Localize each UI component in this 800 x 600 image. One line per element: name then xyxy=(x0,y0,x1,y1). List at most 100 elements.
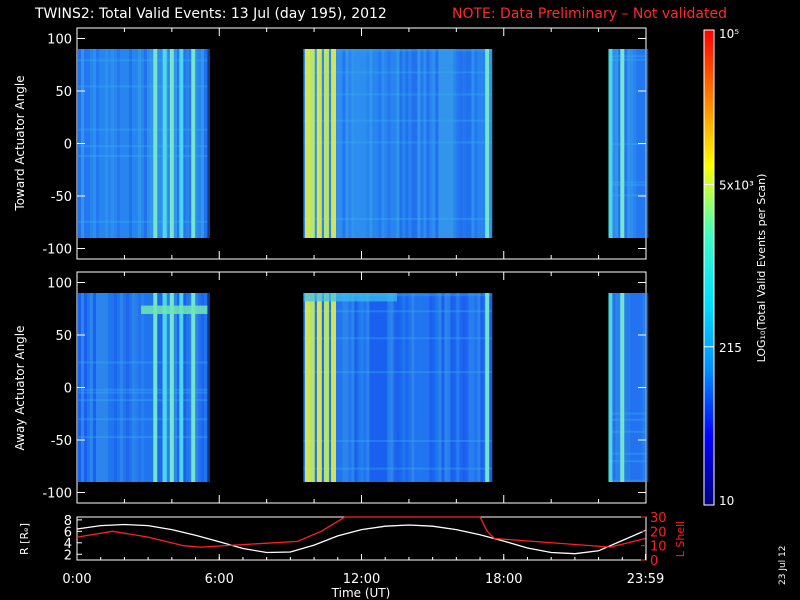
heatmap-stripe xyxy=(174,49,177,238)
heatmap-stripe xyxy=(414,49,418,238)
heatmap-stripe xyxy=(612,293,616,482)
heatmap-bright-column xyxy=(331,293,337,482)
heatmap-stripe xyxy=(150,293,153,482)
heatmap-stripe xyxy=(351,49,355,238)
heatmap-stripe xyxy=(201,293,204,482)
heatmap-stripe xyxy=(627,293,631,482)
heatmap-stripe xyxy=(129,49,132,238)
heatmap-stripe xyxy=(90,49,93,238)
heatmap-stripe xyxy=(159,49,162,238)
heatmap-bright-column xyxy=(309,49,315,238)
heatmap-band xyxy=(303,294,492,297)
heatmap-stripe xyxy=(459,293,463,482)
heatmap-stripe xyxy=(384,293,388,482)
heatmap-stripe xyxy=(111,49,114,238)
heatmap-stripe xyxy=(198,293,201,482)
heatmap-stripe xyxy=(432,49,436,238)
heatmap-stripe xyxy=(126,293,129,482)
heatmap-stripe xyxy=(444,293,448,482)
heatmap-stripe xyxy=(345,49,349,238)
heatmap-band xyxy=(78,391,208,394)
x-axis-label: Time (UT) xyxy=(331,586,391,600)
heatmap-stripe xyxy=(387,293,391,482)
y-tick-label: -50 xyxy=(51,434,72,449)
heatmap-stripe xyxy=(414,293,418,482)
heatmap-bright-column xyxy=(153,293,158,482)
heatmap-stripe xyxy=(375,293,379,482)
heatmap-stripe xyxy=(198,49,201,238)
heatmap-band xyxy=(78,59,208,62)
heatmap-stripe xyxy=(117,49,120,238)
heatmap-stripe xyxy=(105,49,108,238)
heatmap-bright-column xyxy=(323,293,329,482)
heatmap-stripe xyxy=(114,49,117,238)
heatmap-stripe xyxy=(135,293,138,482)
heatmap-stripe xyxy=(399,293,403,482)
heatmap-stripe xyxy=(141,49,144,238)
heatmap-stripe xyxy=(177,49,180,238)
y-tick-label: 50 xyxy=(55,329,72,344)
heatmap-stripe xyxy=(360,293,364,482)
heatmap-stripe xyxy=(108,293,111,482)
heatmap-stripe xyxy=(489,293,493,482)
heatmap-stripe xyxy=(183,293,186,482)
heatmap-stripe xyxy=(147,293,150,482)
heatmap-band xyxy=(78,154,208,157)
heatmap-stripe xyxy=(129,293,132,482)
heatmap-bright-column xyxy=(304,49,310,238)
heatmap-stripe xyxy=(354,49,358,238)
heatmap-stripe xyxy=(120,49,123,238)
heatmap-stripe xyxy=(381,293,385,482)
heatmap-band xyxy=(78,436,208,439)
heatmap-band xyxy=(609,460,646,463)
heatmap-stripe xyxy=(420,293,424,482)
heatmap-stripe xyxy=(627,49,631,238)
heatmap-stripe xyxy=(342,293,346,482)
heatmap-stripe xyxy=(378,293,382,482)
heatmap-band xyxy=(609,58,646,61)
heatmap-stripe xyxy=(633,49,637,238)
heatmap-band xyxy=(609,418,646,421)
date-stamp: 23 Jul 12 xyxy=(778,545,788,586)
heatmap-stripe xyxy=(120,293,123,482)
heatmap-stripe xyxy=(396,293,400,482)
heatmap-stripe xyxy=(96,49,99,238)
heatmap-stripe xyxy=(468,293,472,482)
heatmap-band xyxy=(78,85,208,88)
heatmap-stripe xyxy=(375,49,379,238)
heatmap-band xyxy=(303,439,492,442)
heatmap-band xyxy=(303,49,492,52)
heatmap-stripe xyxy=(366,49,370,238)
heatmap-band xyxy=(303,371,492,374)
heatmap-stripe xyxy=(474,49,478,238)
heatmap-stripe xyxy=(636,293,640,482)
heatmap-band xyxy=(78,399,208,402)
heatmap-stripe xyxy=(144,49,147,238)
x-tick-label: 12:00 xyxy=(343,572,380,587)
heatmap-band xyxy=(78,418,208,421)
heatmap-stripe xyxy=(411,49,415,238)
colorbar-tick-label: 5x10³ xyxy=(719,178,754,192)
heatmap-stripe xyxy=(144,293,147,482)
heatmap-stripe xyxy=(435,49,439,238)
heatmap-stripe xyxy=(303,49,307,238)
heatmap-stripe xyxy=(156,49,159,238)
heatmap-stripe xyxy=(87,293,90,482)
heatmap-band xyxy=(303,71,492,74)
heatmap-stripe xyxy=(351,293,355,482)
heatmap-bright-column xyxy=(485,293,490,482)
heatmap-stripe xyxy=(483,49,487,238)
heatmap-stripe xyxy=(189,49,192,238)
heatmap-band xyxy=(303,467,492,470)
heatmap-stripe xyxy=(360,49,364,238)
heatmap-stripe xyxy=(612,49,616,238)
heatmap-stripe xyxy=(90,293,93,482)
heatmap-stripe xyxy=(102,293,105,482)
y-tick-label: 0 xyxy=(64,138,72,153)
heatmap-stripe xyxy=(423,293,427,482)
heatmap-stripe xyxy=(450,293,454,482)
heatmap-stripe xyxy=(204,293,207,482)
heatmap-stripe xyxy=(186,49,189,238)
heatmap-stripe xyxy=(396,49,400,238)
heatmap-stripe xyxy=(480,293,484,482)
